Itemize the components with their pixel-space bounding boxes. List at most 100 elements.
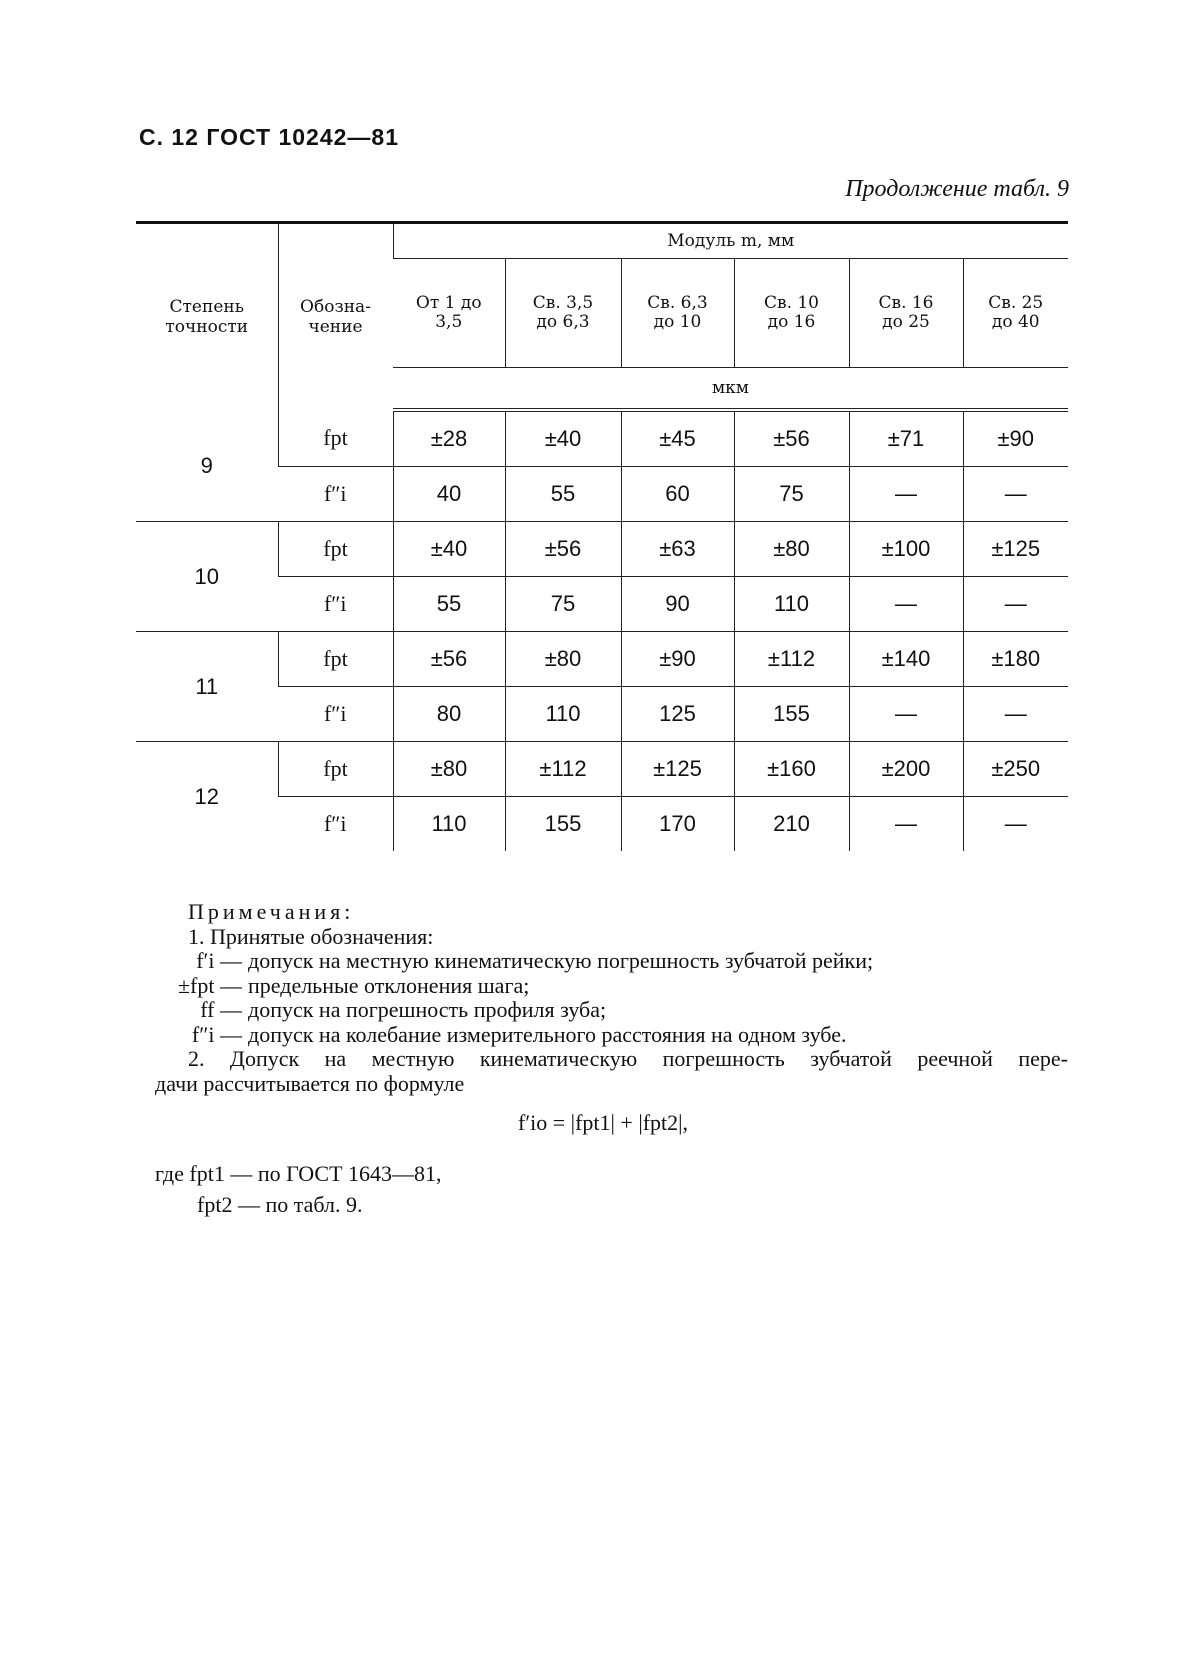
value-cell: 90: [620, 576, 734, 632]
value-cell: ±56: [392, 631, 505, 687]
table-row: f″i 55 75 90 110— —: [136, 576, 1068, 632]
value-cell: 155: [504, 796, 621, 851]
degree-cell: 10: [136, 521, 278, 632]
value-cell: 210: [733, 796, 849, 851]
value-cell: 125: [620, 686, 734, 742]
range-header: От 1 до 3,5: [393, 258, 505, 368]
symbol-cell: f″i: [323, 811, 347, 836]
table-row: 10 fpt ±40 ±56 ±63 ±80 ±100 ±125: [136, 521, 1068, 632]
value-cell: 110: [392, 796, 505, 851]
value-cell: ±56: [504, 521, 621, 577]
value-cell: ±40: [504, 410, 621, 467]
value-cell: —: [962, 576, 1068, 632]
symbol-cell: fpt: [277, 741, 393, 797]
value-cell: ±125: [962, 521, 1068, 577]
notation-text: предельные отклонения шага;: [248, 972, 530, 998]
notation-symbol: ±fpt —: [177, 972, 242, 998]
module-header: Модуль m, мм: [392, 222, 1068, 259]
value-cell: 75: [733, 466, 849, 522]
value-cell: 80: [392, 686, 505, 742]
value-cell: ±200: [848, 741, 963, 797]
range-header: Св. 3,5 до 6,3: [504, 258, 621, 368]
value-cell: ±180: [962, 631, 1068, 687]
value-cell: ±90: [620, 631, 734, 687]
notation-definition: f′i — допуск на местную кинематическую по…: [0, 948, 1187, 974]
notation-symbol: f′i —: [196, 948, 242, 973]
degree-cell: 9: [136, 410, 278, 522]
value-cell: ±100: [848, 521, 963, 577]
range-header: Св. 10 до 16: [733, 258, 849, 368]
value-cell: ±80: [392, 741, 505, 797]
table-row: f″i 110 155 170 210— —: [136, 796, 1068, 851]
value-cell: ±28: [392, 410, 505, 467]
value-cell: 110: [504, 686, 621, 742]
value-cell: ±160: [733, 741, 849, 797]
value-cell: 40: [392, 466, 505, 522]
value-cell: ±40: [392, 521, 505, 577]
value-cell: —: [848, 686, 963, 742]
symbol-cell: fpt: [277, 521, 393, 577]
notation-text: допуск на колебание измерительного расст…: [248, 1021, 847, 1047]
col-symbol-header: Обозна-чение: [277, 222, 393, 410]
notation-definition: f″i — допуск на колебание измерительного …: [0, 1021, 1187, 1048]
range-header: Св. 25 до 40: [962, 258, 1068, 368]
value-cell: ±90: [962, 410, 1068, 467]
value-cell: 55: [392, 576, 505, 632]
value-cell: —: [848, 466, 963, 522]
value-cell: 110: [733, 576, 849, 632]
table-continuation-label: Продолжение табл. 9: [845, 176, 1069, 202]
table-row: 12 fpt ±80 ±112 ±125 ±160 ±200 ±250: [136, 741, 1068, 809]
value-cell: ±80: [504, 631, 621, 687]
notation-definition: ±fpt — предельные отклонения шага;: [0, 972, 1187, 999]
degree-cell: 11: [136, 631, 278, 742]
symbol-cell: f″i: [278, 466, 393, 522]
unit-header: мкм: [393, 367, 1068, 412]
value-cell: ±140: [848, 631, 963, 687]
value-cell: ±125: [620, 741, 734, 797]
notes-title: Примечания:: [188, 899, 355, 924]
notation-text: допуск на местную кинематическую погрешн…: [248, 948, 874, 973]
where-1: где fpt1 — по ГОСТ 1643—81,: [155, 1161, 442, 1186]
value-cell: ±112: [504, 741, 621, 797]
value-cell: ±80: [733, 521, 849, 577]
value-cell: 155: [733, 686, 849, 742]
symbol-cell: fpt: [277, 631, 393, 687]
notation-symbol: f″i —: [191, 1021, 242, 1047]
degree-cell: 12: [194, 783, 219, 809]
range-header: Св. 6,3 до 10: [620, 258, 734, 368]
where-2: fpt2 — по табл. 9.: [197, 1192, 363, 1217]
page-header: С. 12 ГОСТ 10242—81: [139, 124, 400, 150]
value-cell: ±63: [620, 521, 734, 577]
value-cell: 75: [504, 576, 621, 632]
note-2-line-2: дачи рассчитывается по формуле: [155, 1070, 465, 1096]
symbol-cell: fpt: [277, 410, 393, 467]
value-cell: ±250: [962, 741, 1068, 797]
notation-text: допуск на погрешность профиля зуба;: [248, 997, 607, 1022]
table-row: 11 fpt ±56 ±80 ±90 ±112 ±140 ±180: [136, 631, 1068, 742]
col-degree-header: Степень точности: [165, 297, 249, 337]
notes: Примечания: 1. Принятые обозначения: f′i…: [0, 899, 1187, 1096]
formula: f′io = |fpt1| + |fpt2|,: [518, 1110, 689, 1135]
value-cell: —: [848, 796, 963, 851]
table-row: f″i 80 110 125 155— —: [136, 686, 1068, 742]
range-header: Св. 16 до 25: [848, 258, 963, 368]
notation-symbol: ff —: [200, 997, 242, 1022]
formula-legend: где fpt1 — по ГОСТ 1643—81, fpt2 — по та…: [155, 1158, 442, 1220]
value-cell: 60: [620, 466, 734, 522]
value-cell: —: [962, 686, 1068, 742]
table-row: f″i 40 55 60 75— —: [136, 466, 1068, 522]
symbol-cell: f″i: [278, 576, 393, 632]
symbol-cell: f″i: [278, 686, 393, 742]
table-row: 9 fpt ±28 ±40 ±45 ±56 ±71 ±90: [136, 410, 1068, 522]
value-cell: —: [848, 576, 963, 632]
value-cell: —: [962, 466, 1068, 522]
value-cell: —: [962, 796, 1068, 851]
value-cell: ±45: [620, 410, 734, 467]
value-cell: 170: [620, 796, 734, 851]
notation-definition: ff — допуск на погрешность профиля зуба;: [0, 997, 1187, 1023]
value-cell: ±56: [733, 410, 849, 467]
tolerance-table: Степень точности Обозна-чение Модуль m, …: [136, 221, 1068, 851]
value-cell: ±71: [848, 410, 963, 467]
note-2-line-1: 2. Допуск на местную кинематическую погр…: [188, 1046, 1068, 1071]
